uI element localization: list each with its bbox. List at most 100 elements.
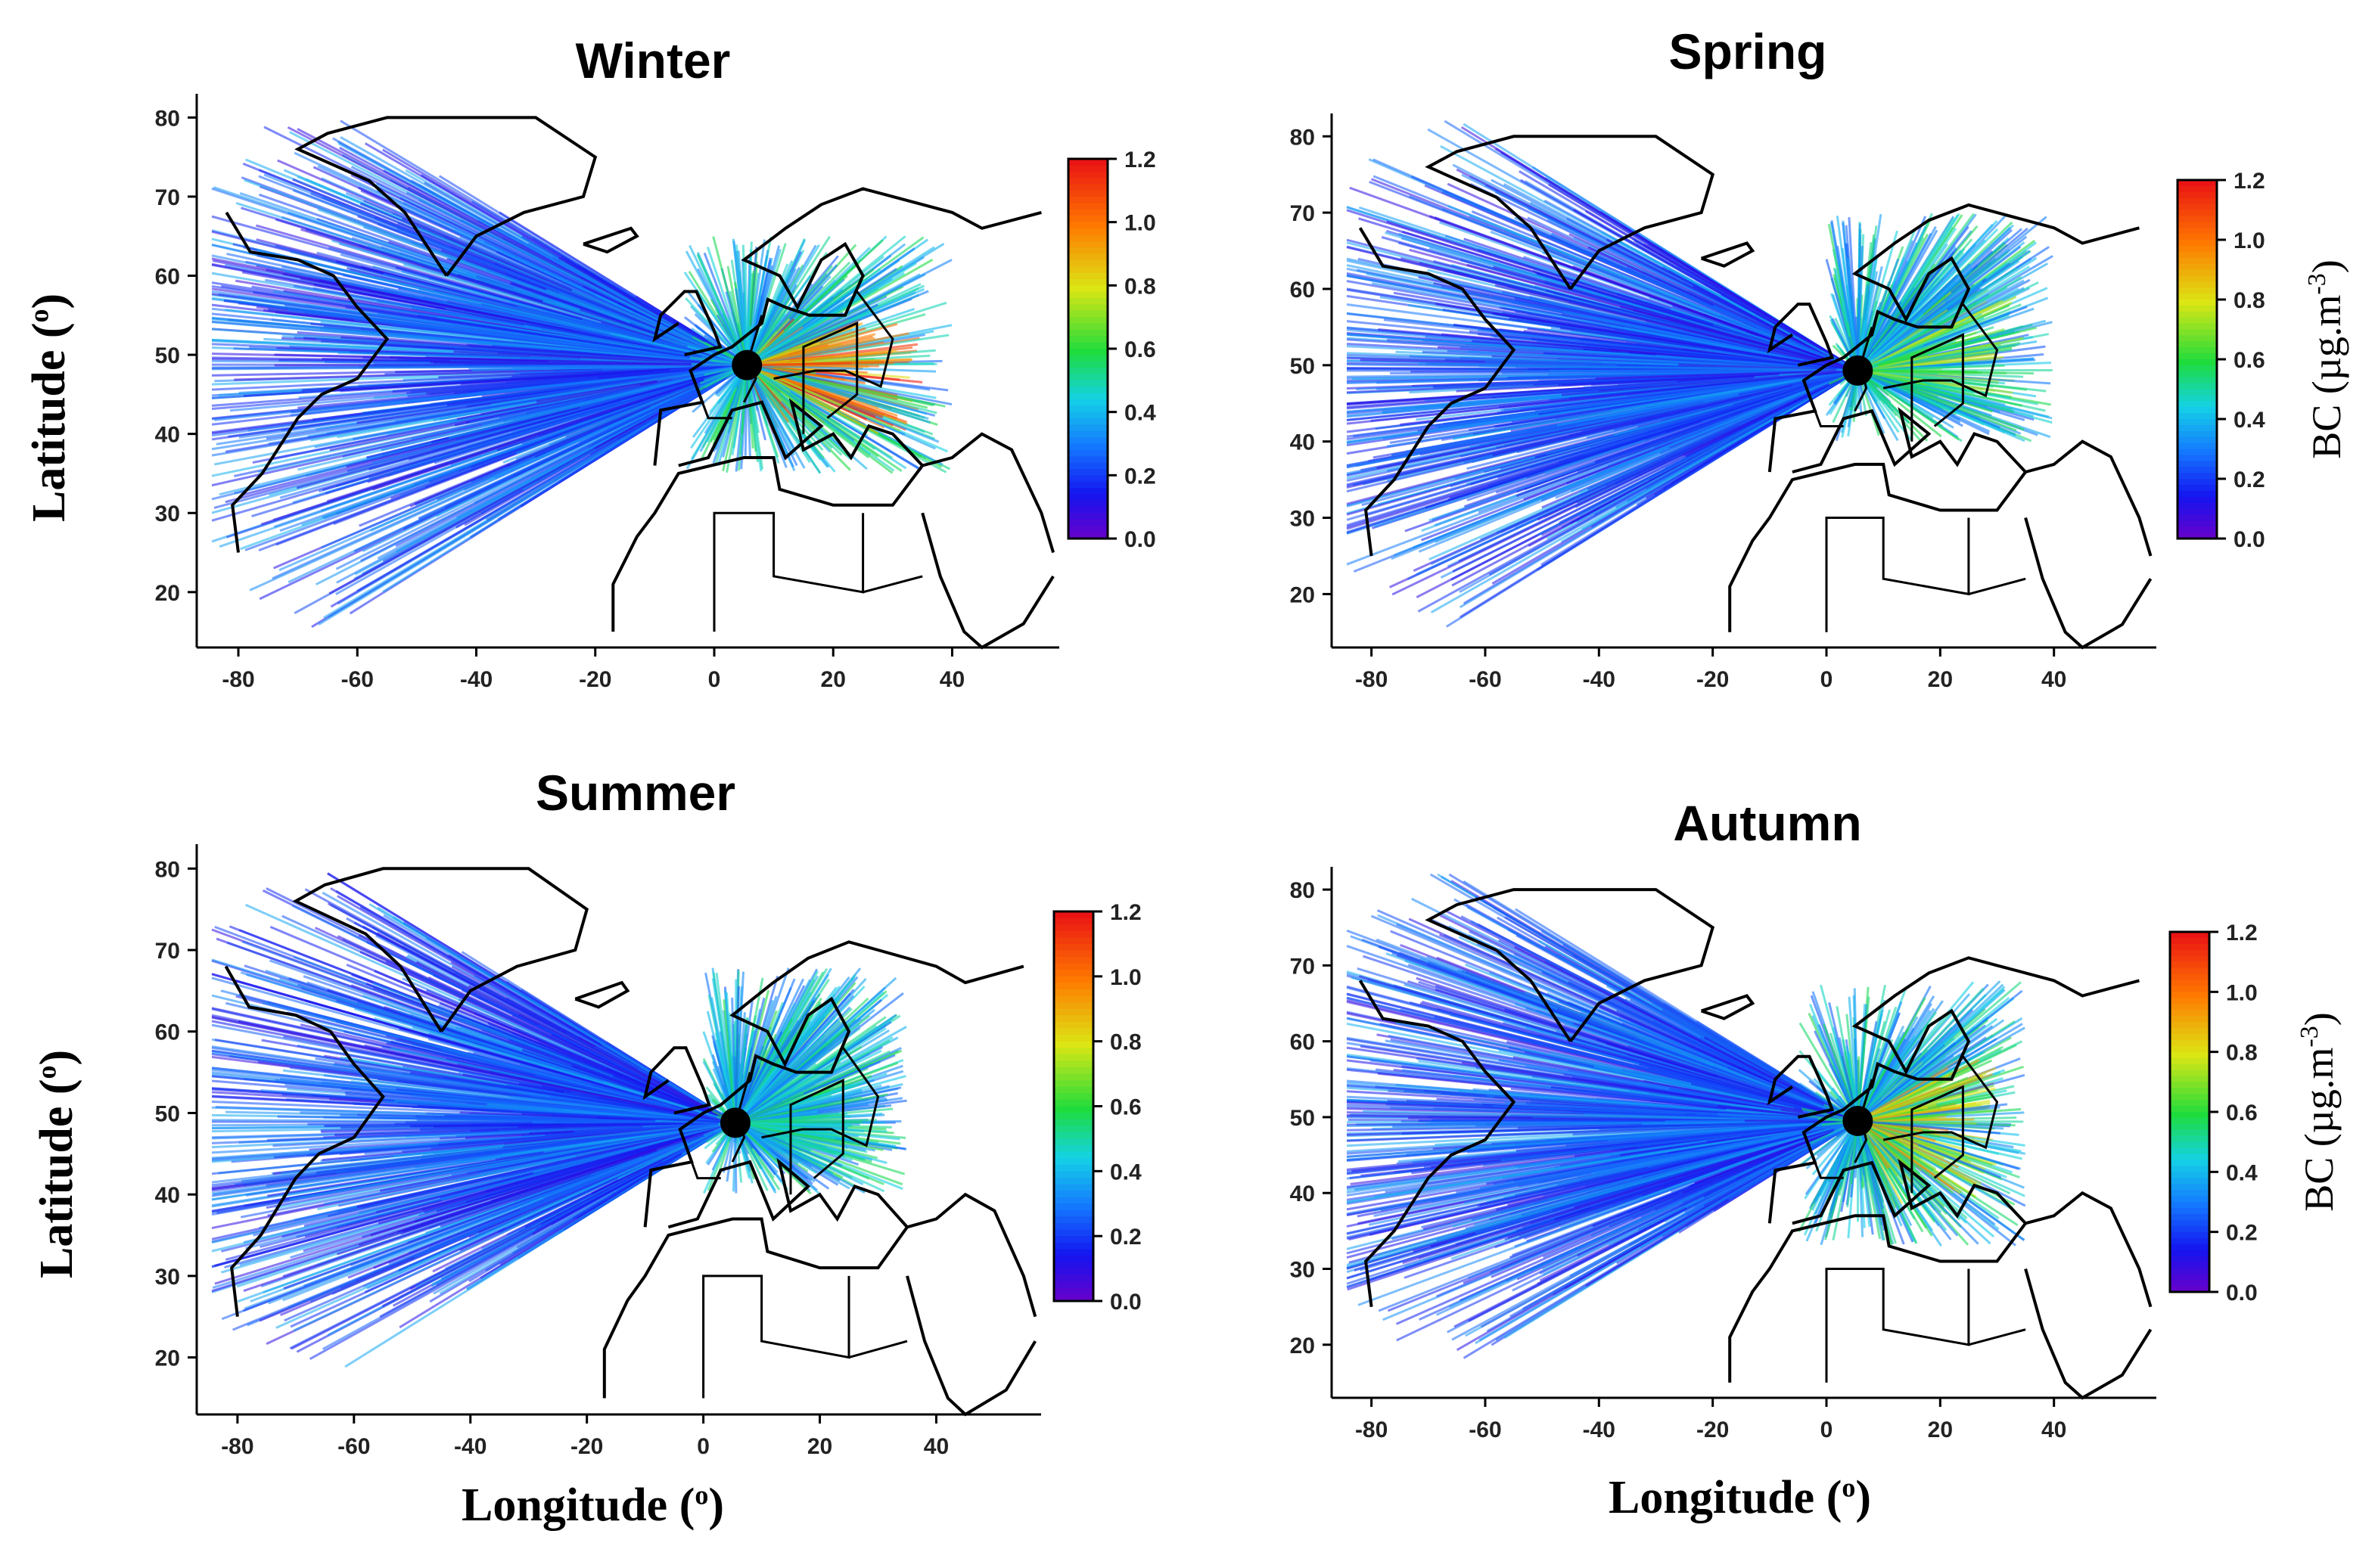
y-tick-label: 60 (1290, 278, 1315, 303)
colorbar-segment (1054, 1287, 1093, 1296)
country-border (1968, 577, 2026, 595)
colorbar-segment (1054, 1191, 1093, 1198)
colorbar-segment (1054, 1216, 1093, 1224)
colorbar-segment (1054, 1197, 1093, 1205)
coastline (602, 1157, 909, 1399)
colorbar-segment (2178, 389, 2217, 396)
colorbar-segment (2178, 479, 2217, 486)
trajectory-line (685, 364, 748, 470)
colorbar-segment (1054, 1171, 1093, 1178)
colorbar-segment (1068, 500, 1108, 508)
y-tick-label: 30 (1290, 507, 1315, 532)
colorbar-segment (1068, 336, 1108, 343)
colorbar-segment (2178, 490, 2217, 498)
colorbar-segment (1068, 278, 1108, 287)
colorbar-segment (1054, 1281, 1093, 1289)
colorbar-segment (1068, 513, 1108, 520)
colorbar-segment (1054, 1028, 1093, 1036)
colorbar-title-text: BC (µg.m (2304, 295, 2349, 459)
colorbar-segment (2178, 508, 2217, 516)
x-tick-label: 0 (697, 1434, 710, 1459)
colorbar-segment (2178, 383, 2217, 390)
colorbar-segment (1054, 1158, 1093, 1166)
colorbar-segment (2178, 329, 2217, 337)
colorbar-segment (1054, 1177, 1093, 1185)
colorbar-segment (1054, 1236, 1093, 1244)
colorbar-segment (2178, 281, 2217, 289)
colorbar-segment (2178, 430, 2217, 438)
coastline (1728, 407, 2028, 632)
y-tick-label: 80 (155, 106, 180, 131)
colorbar-segment (2178, 484, 2217, 492)
colorbar-segment (2178, 526, 2217, 534)
colorbar-segment (1068, 234, 1108, 242)
colorbar-tick-label: 0.8 (1110, 1030, 1142, 1055)
colorbar-segment (1054, 989, 1093, 997)
country-border (1825, 517, 1970, 632)
colorbar-segment (2178, 353, 2217, 360)
colorbar-segment (1054, 1086, 1093, 1094)
colorbar-segment (1068, 342, 1108, 349)
colorbar-segment (2178, 395, 2217, 402)
colorbar-tick-label: 0.2 (2234, 467, 2265, 492)
colorbar-segment (1054, 930, 1093, 939)
coastline (906, 1192, 1037, 1318)
x-tick-label: -60 (337, 1434, 370, 1459)
colorbar-segment (1054, 1164, 1093, 1172)
colorbar-segment (2178, 424, 2217, 432)
x-tick-label: -20 (1696, 667, 1729, 692)
colorbar-segment (1054, 1249, 1093, 1256)
colorbar-segment (2178, 240, 2217, 247)
coastline (922, 432, 1055, 554)
colorbar-segment (1054, 1242, 1093, 1250)
colorbar-tick-label: 0.4 (1110, 1160, 1142, 1185)
colorbar-segment (1054, 1151, 1093, 1160)
colorbar-tick-label: 0.6 (2234, 348, 2265, 373)
colorbar-segment (1068, 222, 1108, 230)
trajectory-line (211, 364, 748, 371)
colorbar-segment (1068, 190, 1108, 198)
colorbar-segment (1068, 349, 1108, 356)
colorbar-segment (1068, 475, 1108, 483)
map-panel-autumn: -80 -60 -40 -20 0 20 40203040506070800.00.20.4… (1290, 867, 2342, 1442)
colorbar-segment (1068, 361, 1108, 369)
colorbar-segment (2178, 300, 2217, 306)
y-tick-label: 80 (1290, 125, 1315, 150)
colorbar-segment (1068, 526, 1108, 533)
colorbar-segment (1054, 983, 1093, 990)
map-panel-winter: -80 -60 -40 -20 0 20 40203040506070800.00.20.4… (155, 94, 1156, 692)
country-border (713, 511, 865, 632)
colorbar-segment (1068, 304, 1108, 312)
y-tick-label: 20 (155, 1346, 180, 1371)
colorbar-segment (1054, 963, 1093, 971)
trajectory-line (211, 284, 748, 367)
colorbar-segment (2178, 216, 2217, 223)
colorbar-segment (1054, 1073, 1093, 1082)
colorbar-segment (2178, 234, 2217, 241)
y-tick-label: 70 (155, 185, 180, 210)
colorbar-segment (1054, 943, 1093, 952)
colorbar-tick-label: 0.8 (1124, 274, 1156, 299)
colorbar-segment (1054, 970, 1093, 977)
trajectory-line (353, 364, 748, 553)
colorbar-segment (2178, 341, 2217, 349)
colorbar-segment (1068, 178, 1108, 185)
coastline (611, 398, 925, 632)
colorbar-segment (2178, 502, 2217, 510)
colorbar-segment (2178, 347, 2217, 355)
colorbar-segment (2178, 305, 2217, 312)
map-panel-summer: -80 -60 -40 -20 0 20 40203040506070800.00.20.4… (155, 844, 1142, 1459)
x-tick-label: 0 (1820, 667, 1833, 692)
colorbar-segment (1068, 393, 1108, 400)
colorbar-segment (1068, 171, 1108, 179)
trajectory-line (685, 297, 748, 366)
colorbar-segment (2178, 245, 2217, 253)
colorbar-segment (1054, 1132, 1093, 1140)
colorbar-segment (2178, 401, 2217, 408)
colorbar-segment (2178, 203, 2217, 211)
colorbar-segment (2178, 197, 2217, 205)
colorbar-segment (1068, 203, 1108, 210)
trajectory-line (360, 364, 748, 562)
colorbar-segment (2178, 317, 2217, 324)
colorbar-segment (1068, 387, 1108, 394)
